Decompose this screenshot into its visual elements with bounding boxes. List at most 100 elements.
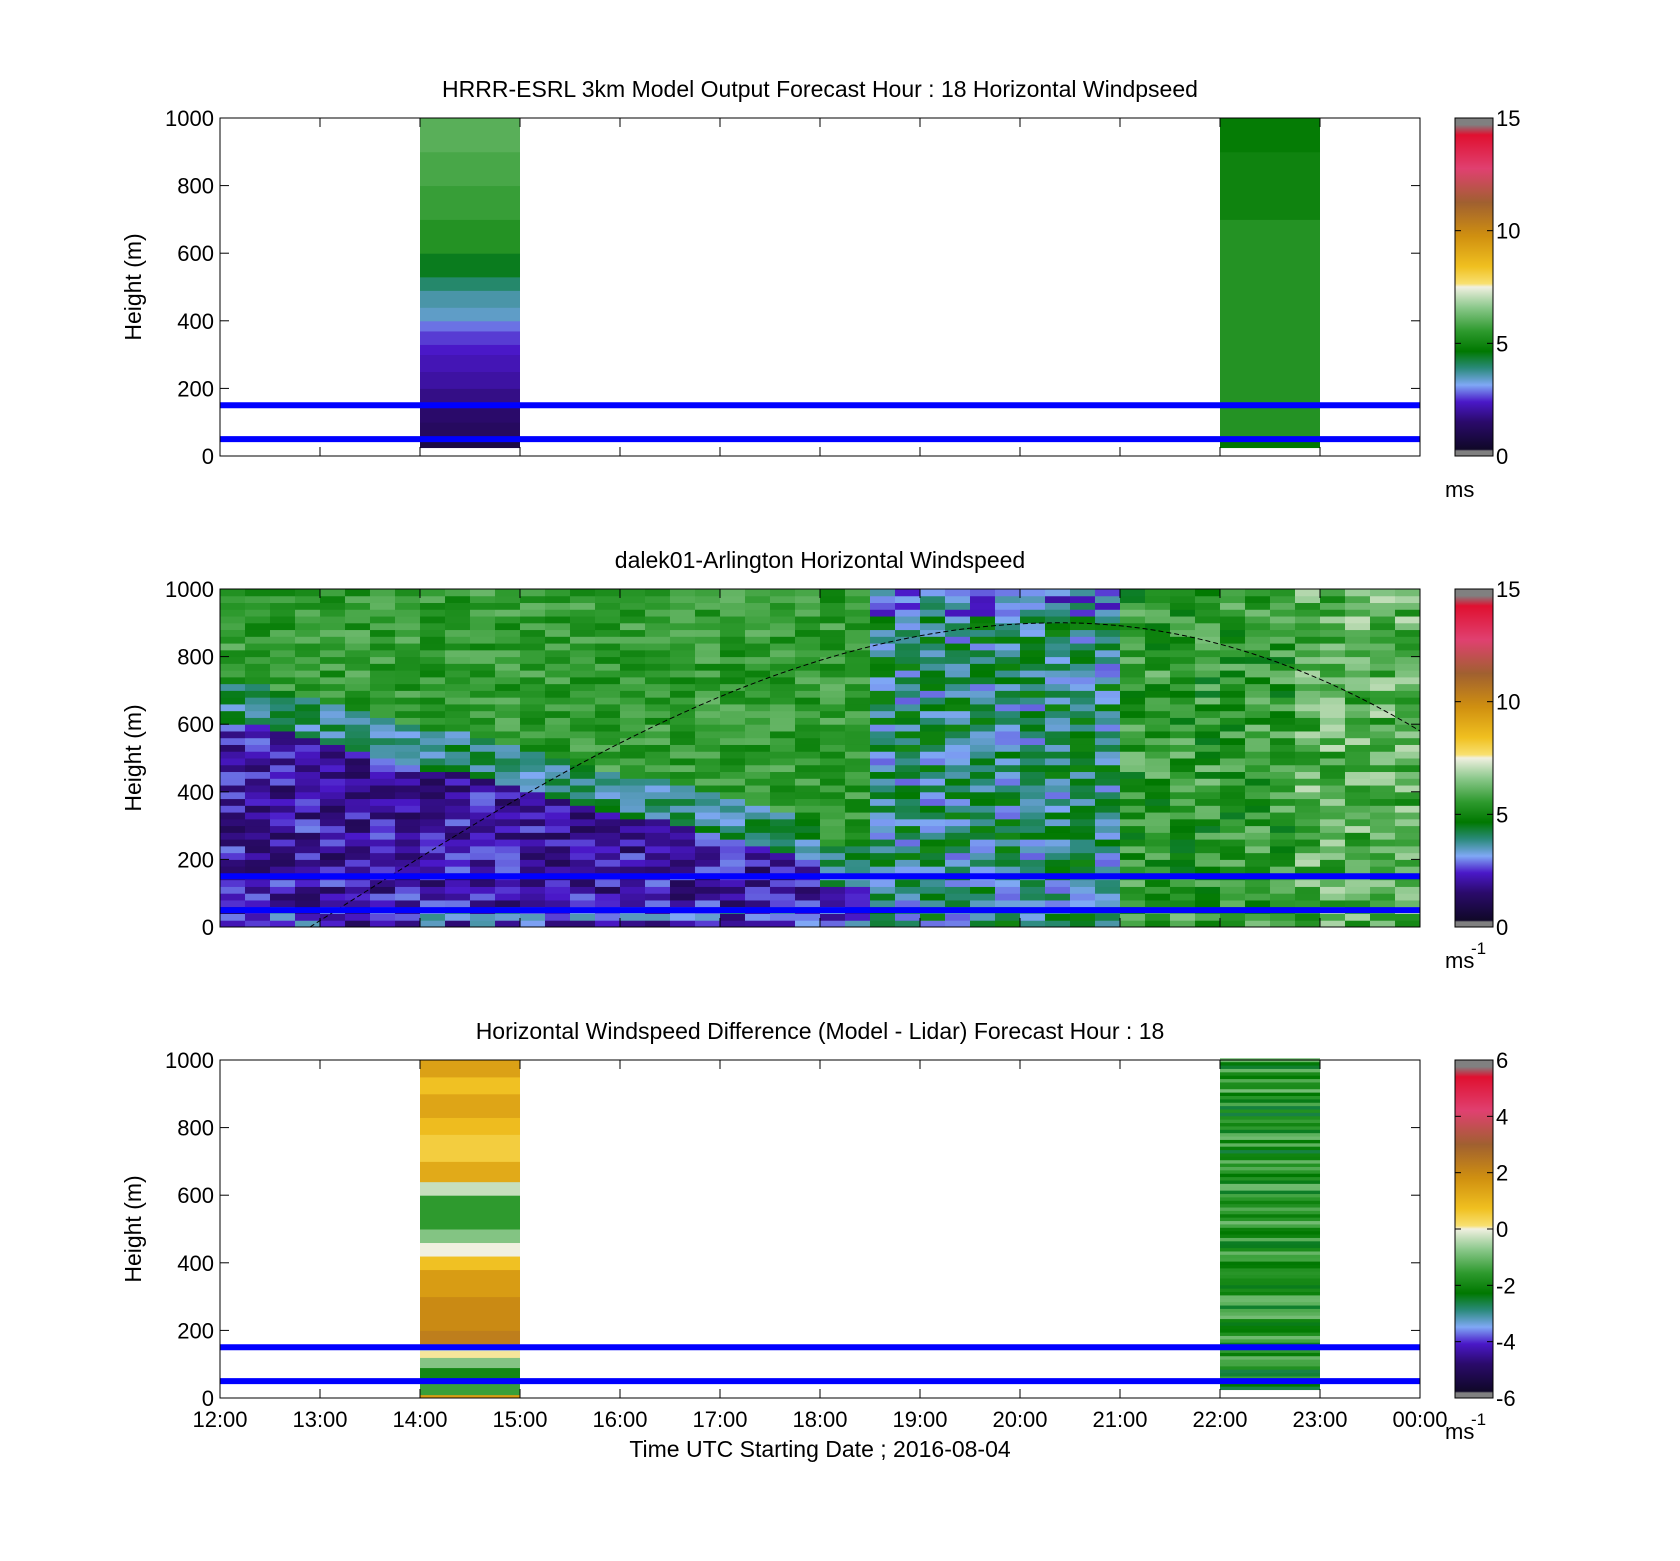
heatmap-cell bbox=[1395, 737, 1421, 745]
heatmap-cell bbox=[970, 845, 996, 854]
heatmap-cell bbox=[1020, 656, 1046, 664]
heatmap-cell bbox=[895, 818, 921, 827]
heatmap-cell bbox=[745, 785, 771, 793]
heatmap-cell bbox=[820, 589, 846, 597]
heatmap-cell bbox=[1170, 798, 1196, 806]
heatmap-cell bbox=[845, 710, 871, 718]
heatmap-cell bbox=[1145, 636, 1171, 644]
heatmap-cell bbox=[445, 724, 471, 732]
heatmap-cell bbox=[1245, 886, 1271, 894]
heatmap-cell bbox=[420, 1181, 520, 1196]
heatmap-cells bbox=[220, 589, 1421, 928]
heatmap-cell bbox=[995, 683, 1021, 691]
heatmap-cell bbox=[820, 913, 846, 921]
heatmap-cell bbox=[620, 771, 646, 779]
heatmap-cell bbox=[1070, 771, 1096, 779]
heatmap-cell bbox=[1145, 589, 1171, 597]
heatmap-cell bbox=[1120, 744, 1146, 752]
heatmap-cell bbox=[1095, 839, 1121, 847]
heatmap-cell bbox=[1045, 839, 1071, 847]
heatmap-cell bbox=[245, 730, 271, 739]
heatmap-cell bbox=[1320, 798, 1346, 806]
heatmap-cell bbox=[220, 859, 246, 867]
heatmap-cell bbox=[895, 690, 921, 698]
heatmap-cell bbox=[570, 616, 596, 624]
heatmap-cell bbox=[695, 670, 721, 678]
heatmap-cell bbox=[495, 778, 521, 786]
heatmap-cell bbox=[395, 744, 421, 752]
heatmap-cell bbox=[595, 839, 621, 847]
heatmap-cell bbox=[245, 845, 271, 854]
heatmap-cell bbox=[420, 1117, 520, 1135]
heatmap-cell bbox=[870, 920, 896, 928]
heatmap-cell bbox=[1045, 886, 1071, 894]
heatmap-cell bbox=[1195, 771, 1221, 779]
heatmap-cell bbox=[695, 643, 721, 651]
heatmap-cell bbox=[345, 913, 371, 921]
heatmap-cell bbox=[845, 609, 871, 617]
heatmap-cell bbox=[1145, 825, 1171, 833]
heatmap-cell bbox=[970, 622, 996, 631]
heatmap-cell bbox=[595, 778, 621, 786]
heatmap-cell bbox=[1370, 589, 1396, 597]
colorbar-tick-label: 5 bbox=[1496, 802, 1508, 827]
heatmap-cell bbox=[870, 730, 896, 739]
heatmap-cell bbox=[845, 758, 871, 766]
heatmap-cell bbox=[1270, 676, 1296, 685]
heatmap-cell bbox=[1045, 771, 1071, 779]
heatmap-cell bbox=[420, 791, 446, 800]
heatmap-cell bbox=[1020, 764, 1046, 773]
heatmap-cell bbox=[320, 690, 346, 698]
heatmap-cell bbox=[1270, 670, 1296, 678]
heatmap-cell bbox=[1195, 649, 1221, 658]
heatmap-cell bbox=[795, 643, 821, 651]
heatmap-cell bbox=[1295, 920, 1321, 928]
heatmap-cell bbox=[895, 920, 921, 928]
heatmap-cell bbox=[345, 609, 371, 617]
heatmap-cell bbox=[1045, 676, 1071, 685]
heatmap-cell bbox=[245, 643, 271, 651]
heatmap-cell bbox=[1145, 616, 1171, 624]
heatmap-cell bbox=[295, 758, 321, 766]
heatmap-cell bbox=[970, 737, 996, 745]
heatmap-cell bbox=[545, 852, 571, 860]
heatmap-cell bbox=[1070, 758, 1096, 766]
heatmap-cell bbox=[1020, 697, 1046, 705]
heatmap-cell bbox=[1020, 622, 1046, 631]
heatmap-cell bbox=[345, 751, 371, 759]
heatmap-cell bbox=[1020, 771, 1046, 779]
heatmap-cell bbox=[970, 778, 996, 786]
heatmap-cell bbox=[1020, 812, 1046, 820]
heatmap-cell bbox=[695, 764, 721, 773]
heatmap-cell bbox=[620, 791, 646, 800]
heatmap-cell bbox=[220, 758, 246, 766]
heatmap-cell bbox=[1295, 649, 1321, 658]
heatmap-cell bbox=[1320, 899, 1346, 908]
heatmap-cell bbox=[595, 676, 621, 685]
heatmap-cell bbox=[920, 737, 946, 745]
heatmap-cell bbox=[920, 839, 946, 847]
heatmap-cell bbox=[370, 589, 396, 597]
heatmap-cell bbox=[370, 785, 396, 793]
heatmap-cell bbox=[645, 751, 671, 759]
heatmap-cell bbox=[370, 676, 396, 685]
heatmap-cell bbox=[945, 771, 971, 779]
x-tick-label: 18:00 bbox=[792, 1407, 847, 1432]
heatmap-cell bbox=[320, 649, 346, 658]
heatmap-cell bbox=[445, 758, 471, 766]
heatmap-cell bbox=[870, 643, 896, 651]
heatmap-cell bbox=[445, 879, 471, 887]
heatmap-cell bbox=[1145, 785, 1171, 793]
heatmap-cell bbox=[945, 609, 971, 617]
heatmap-cell bbox=[1045, 710, 1071, 718]
heatmap-cell bbox=[370, 866, 396, 874]
heatmap-cell bbox=[570, 758, 596, 766]
heatmap-cell bbox=[1295, 589, 1321, 597]
heatmap-cell bbox=[270, 751, 296, 759]
heatmap-cell bbox=[945, 798, 971, 806]
heatmap-cell bbox=[420, 354, 520, 372]
heatmap-cell bbox=[1220, 1122, 1320, 1127]
heatmap-cell bbox=[1020, 649, 1046, 658]
heatmap-cell bbox=[1070, 690, 1096, 698]
heatmap-cell bbox=[1320, 839, 1346, 847]
